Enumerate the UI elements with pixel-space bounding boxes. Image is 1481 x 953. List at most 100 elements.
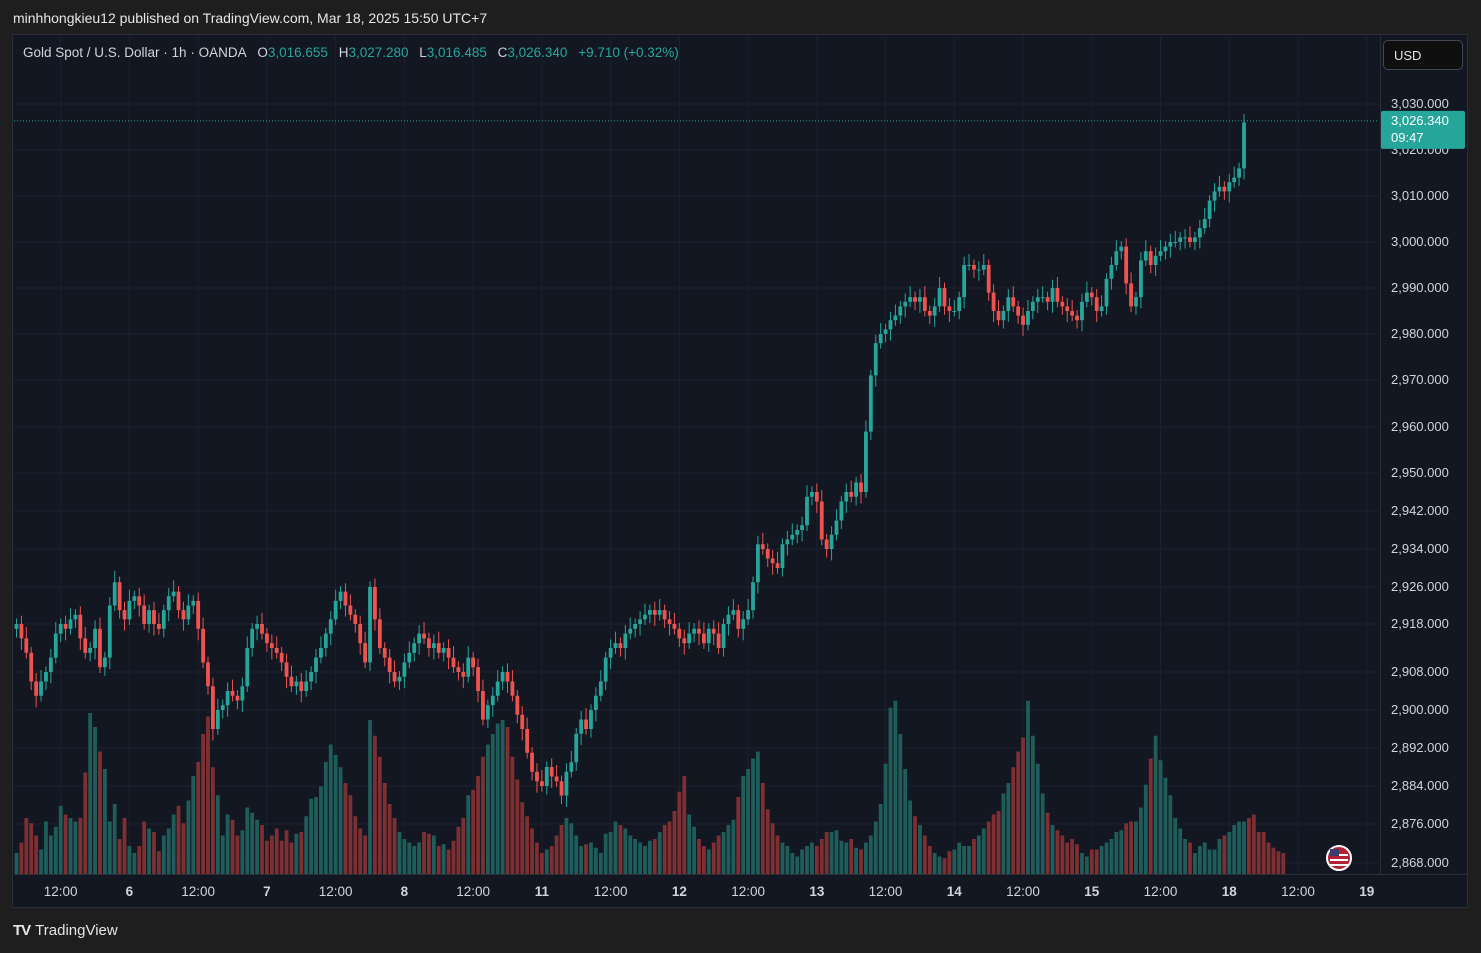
price-tick-label: 2,892.000 (1391, 740, 1449, 755)
candle-body (265, 633, 269, 644)
candle (1109, 256, 1114, 290)
candle (569, 750, 574, 778)
time-axis-scale[interactable]: 12:00 6 12:00 7 12:00 8 12:00 11 12:00 12 12:00 13 1… (14, 875, 1467, 908)
volume-bar (260, 825, 264, 874)
candle-body (279, 652, 284, 663)
volume-bar (1163, 777, 1168, 874)
candle (932, 298, 937, 327)
candle (795, 524, 800, 544)
time-tick-label: 8 (401, 884, 409, 899)
volume-bar (161, 835, 166, 874)
candle (245, 636, 250, 692)
candle-body (299, 681, 304, 691)
candle-body (706, 628, 711, 644)
volume-bar (382, 783, 387, 874)
symbol-title[interactable]: Gold Spot / U.S. Dollar · 1h · OANDA (23, 45, 247, 60)
candle (255, 615, 259, 641)
candle (1232, 166, 1237, 188)
currency-button[interactable]: USD (1383, 40, 1463, 70)
candle (814, 483, 819, 513)
candle-body (112, 582, 117, 606)
volume-bar (638, 842, 642, 874)
candle-body (1237, 168, 1241, 178)
candle (319, 636, 323, 664)
candle (687, 622, 692, 649)
candle-body (48, 657, 53, 672)
time-axis[interactable]: 12:00 6 12:00 7 12:00 8 12:00 11 12:00 12 12:00 13 1… (14, 874, 1467, 908)
candle-body (967, 265, 971, 266)
candle (83, 626, 88, 659)
price-axis-scale[interactable]: 3,030.0003,020.0003,010.0003,000.0002,99… (1381, 36, 1468, 874)
candle (991, 284, 996, 323)
candle (206, 656, 210, 695)
us-flag-icon (1326, 845, 1352, 871)
volume-bar (269, 835, 274, 874)
candle-body (1168, 242, 1173, 247)
volume-bar (1207, 849, 1212, 874)
time-tick-label: 12:00 (456, 884, 490, 899)
candle (554, 765, 559, 787)
volume-bar (83, 772, 88, 874)
volume-bar (1060, 835, 1065, 874)
candlestick-chart[interactable] (14, 36, 1379, 874)
candle (456, 661, 461, 681)
candle-body (1207, 200, 1212, 219)
candle (785, 530, 790, 556)
volume-bar (986, 821, 991, 874)
price-tick-label: 3,000.000 (1391, 234, 1449, 249)
plot-area[interactable] (14, 36, 1379, 874)
candle (1080, 293, 1084, 332)
low-label: L (419, 45, 427, 60)
candle-body (878, 334, 883, 344)
volume-bar (598, 853, 603, 874)
volume-bar (677, 791, 682, 874)
candle-body (309, 672, 313, 682)
candle (731, 599, 736, 621)
volume-bar (967, 846, 971, 874)
candle (1158, 240, 1163, 262)
candle (967, 253, 971, 271)
candle-body (73, 614, 78, 620)
volume-bar (996, 811, 1001, 874)
candle-body (132, 596, 137, 601)
candle-body (412, 643, 417, 653)
candle-body (196, 600, 201, 629)
time-tick-label: 15 (1084, 884, 1100, 899)
change-value: +9.710 (+0.32%) (578, 45, 679, 60)
candle-body (294, 681, 299, 687)
chart-panel[interactable]: Gold Spot / U.S. Dollar · 1h · OANDA O3,… (12, 34, 1468, 908)
volume-bar (1242, 821, 1246, 874)
open-value: 3,016.655 (267, 45, 328, 60)
candle-body (319, 648, 323, 658)
candle (927, 305, 932, 324)
volume-bar (363, 835, 368, 874)
volume-bar (1217, 839, 1222, 874)
volume-bar (810, 842, 814, 874)
candle-body (284, 662, 289, 677)
volume-bar (628, 835, 633, 874)
time-tick-label: 12:00 (594, 884, 628, 899)
volume-bar (48, 835, 53, 874)
candle (348, 594, 353, 621)
candle-body (1060, 301, 1065, 307)
volume-bar (981, 828, 986, 874)
candle (603, 651, 608, 691)
volume-bar (53, 826, 58, 874)
volume-bar (520, 802, 525, 874)
candle-body (677, 628, 682, 639)
candle-body (88, 648, 93, 653)
candle (525, 717, 530, 759)
candle-body (952, 311, 957, 312)
tradingview-logo[interactable]: TV TradingView (13, 922, 118, 939)
volume-bar (756, 751, 760, 874)
volume-bar (1183, 839, 1187, 874)
price-axis[interactable]: 3,030.000 3,020.000 3,010.000 3,000.000 2,99… (1380, 36, 1468, 874)
candle (289, 665, 294, 692)
candle-body (1094, 297, 1099, 311)
volume-bar (122, 818, 127, 874)
candle (810, 486, 814, 506)
candle-body (1138, 260, 1143, 298)
candle (1193, 231, 1197, 251)
volume-bar (564, 818, 569, 874)
candle-body (274, 648, 279, 653)
